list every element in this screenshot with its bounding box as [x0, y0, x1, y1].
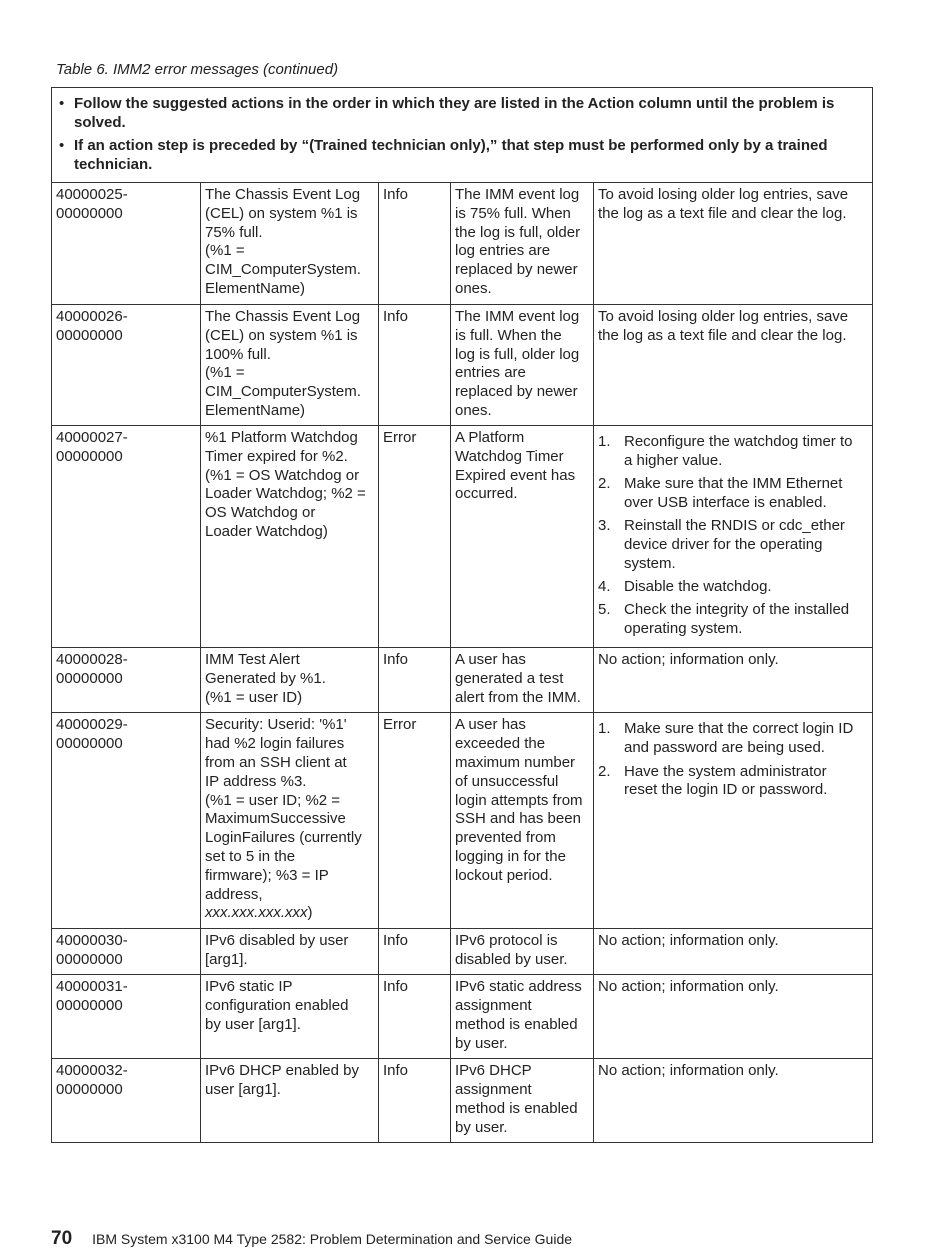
action-cell: No action; information only.	[592, 647, 874, 714]
step-number: 4.	[598, 578, 611, 596]
severity-cell: Info	[378, 1058, 451, 1144]
step-text: Make sure that the IMM Ethernet over USB…	[624, 475, 843, 511]
step-text: Make sure that the correct login ID and …	[624, 720, 854, 757]
table-row: 40000028- 00000000 IMM Test Alert Generat…	[51, 647, 874, 714]
step-text: Disable the watchdog.	[624, 578, 772, 596]
message-id-cell: 40000028- 00000000	[51, 647, 201, 714]
step-number: 2.	[598, 762, 611, 780]
action-cell: No action; information only.	[592, 1058, 874, 1144]
action-cell: To avoid losing older log entries, save …	[592, 182, 874, 305]
explanation-cell: IPv6 DHCP assignment method is enabled b…	[450, 1058, 594, 1144]
table-row: 40000029- 00000000 Security: Userid: '%1'…	[51, 712, 874, 930]
severity-cell: Info	[378, 974, 451, 1060]
explanation-cell: IPv6 static address assignment method is…	[450, 974, 594, 1060]
description-cell: Security: Userid: '%1' had %2 login fail…	[200, 712, 379, 930]
explanation-cell: The IMM event log is full. When the log …	[450, 304, 594, 426]
description-cell: IPv6 DHCP enabled by user [arg1].	[200, 1058, 379, 1144]
step-number: 1.	[598, 433, 611, 450]
step-number: 5.	[598, 601, 611, 619]
table-row: 40000027- 00000000 %1 Platform Watchdog T…	[51, 424, 874, 649]
table-row: 40000030- 00000000 IPv6 disabled by user …	[51, 928, 874, 976]
action-step: 3. Reinstall the RNDIS or cdc_ether devic…	[598, 517, 867, 573]
action-cell: No action; information only.	[592, 974, 874, 1060]
step-number: 3.	[598, 517, 611, 535]
explanation-cell: A user has exceeded the maximum number o…	[450, 712, 594, 930]
action-step: 1. Make sure that the correct login ID an…	[598, 720, 867, 758]
table-row: 40000025- 00000000 The Chassis Event Log …	[51, 182, 874, 305]
severity-cell: Info	[378, 647, 451, 714]
step-text: Reconfigure the watchdog timer to a high…	[624, 433, 853, 469]
description-ip-placeholder: xxx.xxx.xxx.xxx	[205, 904, 308, 922]
step-text: Have the system administrator reset the …	[624, 762, 828, 799]
severity-cell: Info	[378, 304, 451, 426]
action-cell: To avoid losing older log entries, save …	[592, 304, 874, 426]
table-caption: Table 6. IMM2 error messages (continued)	[56, 61, 339, 78]
table-row: 40000031- 00000000 IPv6 static IP configu…	[51, 974, 874, 1060]
note-item: If an action step is preceded by “(Train…	[56, 136, 864, 174]
description-tail: )	[307, 904, 313, 922]
action-steps: 1. Make sure that the correct login ID an…	[598, 720, 867, 800]
step-number: 2.	[598, 475, 611, 493]
description-cell: The Chassis Event Log (CEL) on system %1…	[200, 182, 379, 305]
description-cell: The Chassis Event Log (CEL) on system %1…	[200, 304, 379, 426]
explanation-cell: IPv6 protocol is disabled by user.	[450, 928, 594, 976]
action-step: 5. Check the integrity of the installed o…	[598, 601, 867, 639]
action-cell: 1. Make sure that the correct login ID an…	[592, 712, 874, 930]
action-step: 2. Have the system administrator reset th…	[598, 763, 867, 801]
severity-cell: Error	[378, 424, 451, 649]
message-id-cell: 40000026- 00000000	[51, 304, 201, 426]
severity-cell: Info	[378, 928, 451, 976]
message-id-cell: 40000032- 00000000	[51, 1058, 201, 1144]
step-text: Reinstall the RNDIS or cdc_ether device …	[624, 517, 845, 572]
action-cell: 1. Reconfigure the watchdog timer to a hi…	[592, 424, 874, 649]
description-text: Security: Userid: '%1' had %2 login fail…	[205, 716, 362, 903]
step-text: Check the integrity of the installed ope…	[624, 601, 850, 638]
description-cell: IMM Test Alert Generated by %1. (%1 = us…	[200, 647, 379, 714]
description-cell: IPv6 static IP configuration enabled by …	[200, 974, 379, 1060]
action-cell: No action; information only.	[592, 928, 874, 976]
explanation-cell: A user has generated a test alert from t…	[450, 647, 594, 714]
action-step: 1. Reconfigure the watchdog timer to a hi…	[598, 433, 867, 471]
explanation-cell: A Platform Watchdog Timer Expired event …	[450, 424, 594, 649]
action-steps: 1. Reconfigure the watchdog timer to a hi…	[598, 433, 867, 639]
footer-title: IBM System x3100 M4 Type 2582: Problem D…	[92, 1231, 573, 1247]
table-row: 40000032- 00000000 IPv6 DHCP enabled by u…	[51, 1058, 874, 1144]
message-id-cell: 40000029- 00000000	[51, 712, 201, 930]
table-note: Follow the suggested actions in the orde…	[50, 87, 874, 183]
description-cell: IPv6 disabled by user [arg1].	[200, 928, 379, 976]
page-footer: 70 IBM System x3100 M4 Type 2582: Proble…	[51, 1228, 572, 1250]
table-note-row: Follow the suggested actions in the orde…	[50, 87, 874, 183]
error-messages-table: Follow the suggested actions in the orde…	[50, 87, 874, 1144]
page-number: 70	[51, 1228, 73, 1249]
explanation-cell: The IMM event log is 75% full. When the …	[450, 182, 594, 305]
message-id-cell: 40000031- 00000000	[51, 974, 201, 1060]
step-number: 1.	[598, 720, 611, 738]
message-id-cell: 40000027- 00000000	[51, 424, 201, 649]
table-row: 40000026- 00000000 The Chassis Event Log …	[51, 304, 874, 426]
severity-cell: Info	[378, 182, 451, 305]
message-id-cell: 40000025- 00000000	[51, 182, 201, 305]
action-step: 4. Disable the watchdog.	[598, 578, 867, 597]
severity-cell: Error	[378, 712, 451, 930]
description-cell: %1 Platform Watchdog Timer expired for %…	[200, 424, 379, 649]
action-step: 2. Make sure that the IMM Ethernet over U…	[598, 475, 867, 513]
note-item: Follow the suggested actions in the orde…	[56, 94, 864, 132]
message-id-cell: 40000030- 00000000	[51, 928, 201, 976]
